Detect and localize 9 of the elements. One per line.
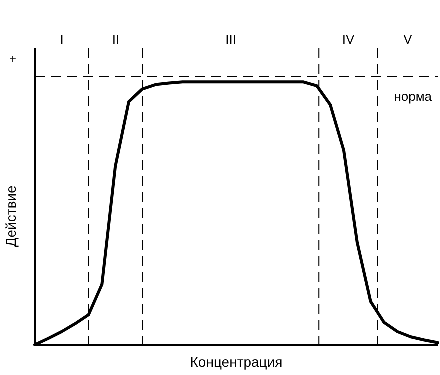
- text: V: [404, 32, 413, 47]
- text: IV: [342, 32, 355, 47]
- text: II: [112, 32, 120, 47]
- ref-line-label: норма: [394, 88, 433, 104]
- x-axis-title: Концентрация: [190, 354, 283, 370]
- text: I: [60, 32, 64, 47]
- y-axis-title: Действие: [3, 186, 19, 248]
- text: +: [9, 52, 17, 66]
- text: III: [226, 32, 236, 47]
